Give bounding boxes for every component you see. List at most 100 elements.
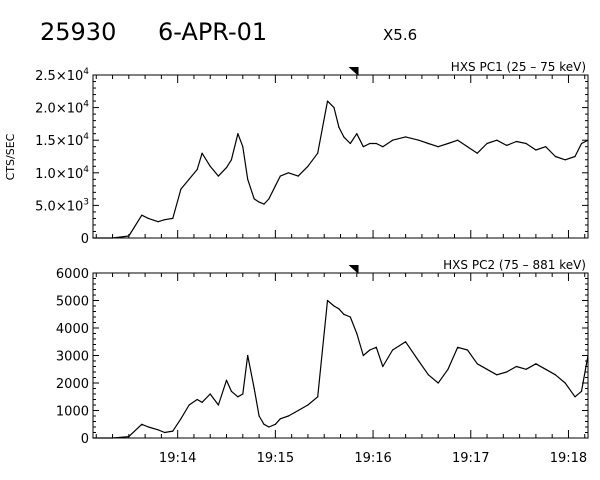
data-point xyxy=(164,219,166,221)
data-point xyxy=(247,178,249,180)
data-point xyxy=(242,393,244,395)
plot-frame xyxy=(92,74,589,239)
data-point xyxy=(343,313,345,315)
data-point xyxy=(356,133,358,135)
data-point xyxy=(362,146,364,148)
data-point xyxy=(188,178,190,180)
data-point xyxy=(587,139,589,141)
y-tick-label: 0 xyxy=(81,232,89,247)
panel-title: HXS PC2 (75 – 881 keV) xyxy=(443,258,586,272)
peak-marker xyxy=(348,67,359,76)
data-point xyxy=(564,159,566,161)
data-point xyxy=(287,415,289,417)
data-point xyxy=(147,426,149,428)
data-point xyxy=(486,368,488,370)
data-point xyxy=(242,146,244,148)
data-point xyxy=(362,354,364,357)
data-point xyxy=(338,308,340,310)
data-point xyxy=(172,217,174,219)
data-point xyxy=(230,390,232,392)
x-tick-label: 19:18 xyxy=(550,451,587,466)
data-point xyxy=(111,437,114,439)
panel-pc1: HXS PC1 (25 – 75 keV) 0 5.0×103 1.0×104 1.5×… xyxy=(35,60,589,247)
data-point xyxy=(217,175,219,177)
data-point xyxy=(225,167,228,169)
event-date: 6-APR-01 xyxy=(158,18,267,46)
data-point xyxy=(274,423,276,425)
data-point xyxy=(333,305,335,307)
y-tick-label: 2.0×104 xyxy=(35,100,89,117)
y-tick-label: 2.5×104 xyxy=(35,67,89,84)
data-point xyxy=(457,346,459,348)
data-point xyxy=(382,365,384,368)
y-tick-label: 4000 xyxy=(56,322,89,337)
data-point xyxy=(258,415,260,417)
y-tick-label: 1.0×104 xyxy=(35,165,89,182)
data-point xyxy=(506,371,508,373)
data-point xyxy=(279,418,281,420)
data-point xyxy=(237,396,239,398)
data-point xyxy=(164,431,166,434)
data-point xyxy=(201,401,203,403)
data-point xyxy=(466,146,469,148)
data-point xyxy=(225,379,228,381)
data-point xyxy=(92,237,94,239)
series-line xyxy=(93,299,589,439)
data-point xyxy=(157,221,159,223)
data-point xyxy=(554,155,557,158)
data-point xyxy=(437,146,439,148)
data-point xyxy=(180,418,182,420)
data-point xyxy=(405,341,407,343)
data-point xyxy=(141,214,143,216)
data-point xyxy=(237,133,239,135)
data-point xyxy=(382,146,384,148)
data-point xyxy=(405,136,407,138)
data-point xyxy=(253,387,255,390)
data-point xyxy=(326,299,329,302)
y-tick-label: 0 xyxy=(81,432,89,447)
data-point xyxy=(369,142,371,145)
data-point xyxy=(574,396,576,398)
data-point xyxy=(196,168,198,171)
data-point xyxy=(418,360,420,362)
data-point xyxy=(418,139,420,141)
data-point xyxy=(196,398,198,401)
y-tick-label: 5.0×103 xyxy=(35,197,89,214)
data-point xyxy=(147,217,149,219)
data-point xyxy=(564,382,566,384)
data-point xyxy=(317,396,319,398)
data-point xyxy=(111,237,114,239)
data-point xyxy=(525,368,527,370)
data-point xyxy=(587,354,589,357)
data-point xyxy=(343,136,345,138)
data-point xyxy=(447,368,449,370)
data-point xyxy=(274,185,276,187)
data-point xyxy=(427,142,429,145)
data-point xyxy=(476,152,478,154)
data-point xyxy=(496,374,498,376)
data-point xyxy=(247,354,249,357)
data-point xyxy=(457,139,459,141)
x-tick-label: 19:17 xyxy=(452,451,489,466)
data-point xyxy=(545,368,547,370)
data-point xyxy=(333,107,335,109)
y-tick-label: 2000 xyxy=(56,377,89,392)
data-point xyxy=(317,152,319,154)
data-point xyxy=(307,404,309,406)
y-tick-label: 3000 xyxy=(56,350,89,365)
data-point xyxy=(515,140,518,143)
data-point xyxy=(128,436,130,438)
data-point xyxy=(356,332,358,335)
data-point xyxy=(92,437,94,439)
peak-marker xyxy=(348,265,359,274)
data-point xyxy=(554,374,557,376)
data-point xyxy=(525,142,527,145)
y-tick-label: 1.5×104 xyxy=(35,132,89,149)
data-point xyxy=(580,142,583,145)
data-point xyxy=(141,423,143,425)
data-point xyxy=(209,393,211,395)
data-point xyxy=(172,430,174,432)
x-tick-label: 19:14 xyxy=(159,451,196,466)
data-point xyxy=(486,142,488,145)
data-point xyxy=(535,149,537,151)
